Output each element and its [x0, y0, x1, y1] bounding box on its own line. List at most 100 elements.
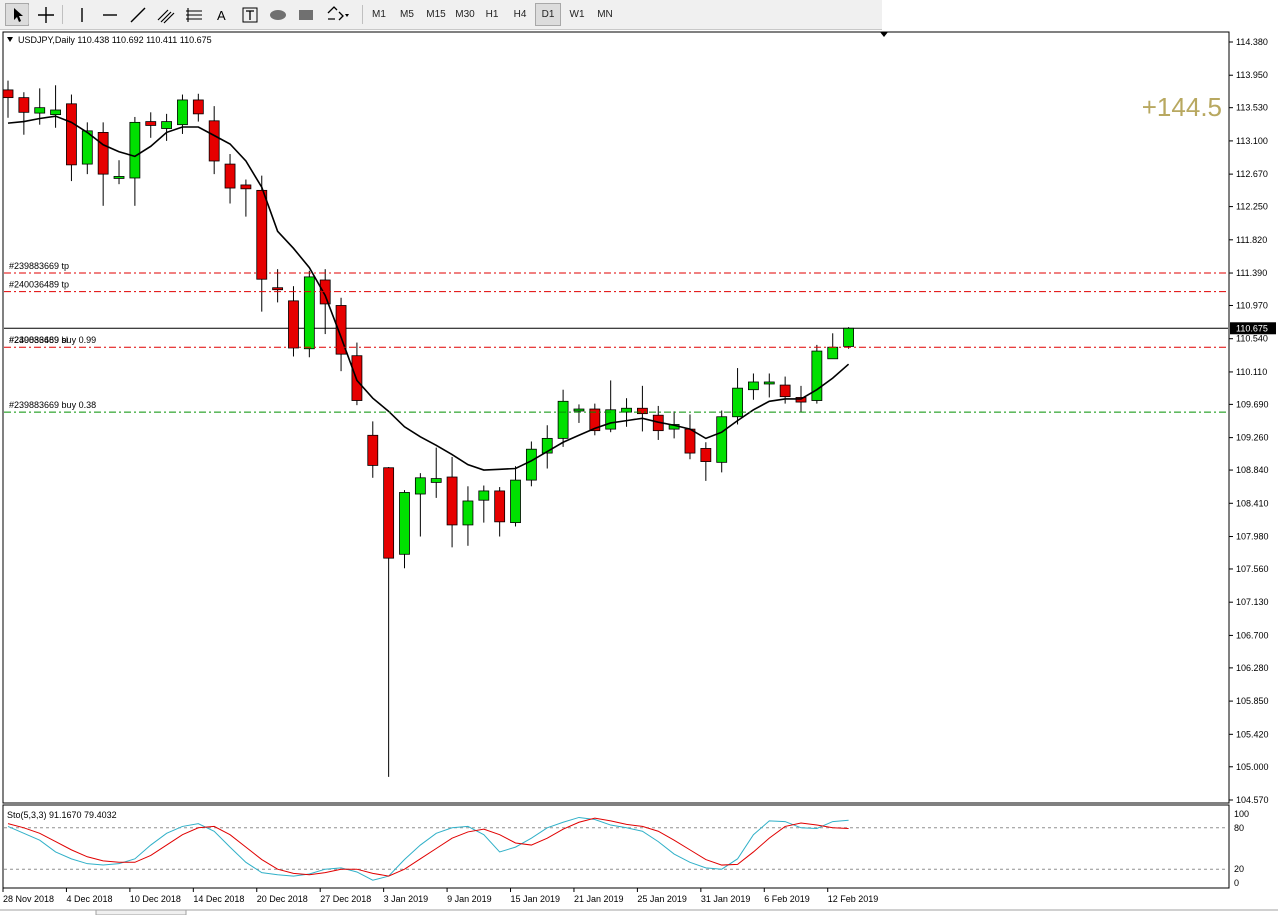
- candle: [335, 297, 347, 372]
- candle: [240, 179, 252, 217]
- horizontal-line-tool-button[interactable]: [98, 3, 122, 26]
- candle: [113, 160, 125, 185]
- chart-symbol-header: USDJPY,Daily 110.438 110.692 110.411 110…: [18, 35, 212, 45]
- text-label-tool-button[interactable]: [238, 3, 262, 26]
- horizontal-line-icon: [103, 13, 117, 16]
- candle-body: [525, 448, 537, 481]
- timeframe-w1-button[interactable]: W1: [569, 9, 585, 20]
- arrow-shapes-tool-button[interactable]: [324, 3, 354, 26]
- stochastic-plot: 100 80 20 0: [4, 809, 1249, 888]
- candle: [494, 487, 506, 537]
- stochastic-signal-line: [7, 817, 849, 877]
- timeframe-d1-button[interactable]: D1: [535, 3, 561, 26]
- cursor-tool-button[interactable]: [5, 3, 29, 26]
- price-tick-label: 113.950: [1236, 70, 1268, 80]
- timeframe-mn-button[interactable]: MN: [597, 9, 613, 20]
- price-tick-label: 105.420: [1236, 729, 1269, 739]
- stochastic-tick-label: 0: [1234, 878, 1239, 888]
- candle-body: [478, 490, 490, 501]
- profit-label: +144.5: [1142, 92, 1222, 122]
- candle: [462, 486, 474, 546]
- toolbar-separator: [62, 5, 63, 24]
- price-tick-label: 109.260: [1236, 433, 1269, 443]
- chart-tab[interactable]: [95, 909, 187, 915]
- candle-body: [843, 327, 854, 347]
- candle-body: [811, 350, 823, 401]
- timeframe-m15-button[interactable]: M15: [426, 9, 446, 20]
- toolbar-spacer: [882, 0, 1278, 30]
- toolbar-separator: [362, 5, 363, 24]
- candle-body: [129, 121, 141, 179]
- timeframe-m1-button[interactable]: M1: [372, 9, 386, 20]
- price-tick-label: 110.540: [1236, 334, 1268, 344]
- cursor-icon: [14, 7, 23, 22]
- collapse-triangle-icon[interactable]: [7, 37, 13, 42]
- timeframe-h4-button[interactable]: H4: [513, 9, 527, 20]
- fibonacci-channel-tool-button[interactable]: [154, 3, 178, 26]
- candle-body: [177, 99, 188, 126]
- candle-body: [414, 477, 426, 495]
- stochastic-tick-label: 80: [1234, 823, 1244, 833]
- candle: [637, 385, 648, 432]
- chart-area[interactable]: 114.380 113.950 113.530 113.100 112.670 112.2…: [0, 30, 1278, 915]
- timeframe-m5-button[interactable]: M5: [400, 9, 414, 20]
- price-tick-label: 112.670: [1236, 169, 1268, 179]
- candle-body: [383, 467, 395, 559]
- ellipse-tool-button[interactable]: [266, 3, 290, 26]
- candle-body: [335, 305, 347, 355]
- candle-body: [557, 400, 569, 439]
- candle-body: [637, 407, 648, 415]
- bottom-tab-strip: [0, 909, 1278, 915]
- trendline-icon: [130, 7, 146, 22]
- rectangle-tool-button[interactable]: [294, 3, 318, 26]
- candle: [446, 456, 458, 548]
- fibonacci-channel-icon: [157, 9, 175, 23]
- candle: [81, 122, 93, 175]
- candle-body: [399, 492, 410, 555]
- candle-body: [605, 409, 617, 430]
- time-tick-label: 6 Feb 2019: [764, 894, 810, 904]
- candle: [97, 122, 109, 206]
- price-tick-label: 108.840: [1236, 465, 1269, 475]
- timeframe-m30-button[interactable]: M30: [455, 9, 475, 20]
- text-tool-button[interactable]: A: [210, 3, 234, 26]
- candle-body: [240, 184, 252, 190]
- trendline-tool-button[interactable]: [126, 3, 150, 26]
- candle: [573, 404, 585, 423]
- candle: [256, 175, 268, 312]
- candle-body: [113, 176, 125, 179]
- time-tick-label: 12 Feb 2019: [828, 894, 879, 904]
- time-tick-label: 28 Nov 2018: [3, 894, 54, 904]
- vertical-line-tool-button[interactable]: [70, 3, 94, 26]
- candle-body: [224, 163, 236, 189]
- candle-body: [462, 500, 474, 526]
- candle-body: [494, 490, 506, 523]
- candle-body: [2, 89, 14, 99]
- chart-shift-marker-icon[interactable]: [880, 32, 888, 37]
- stochastic-main-line: [7, 816, 849, 881]
- candle: [161, 113, 173, 141]
- candle: [272, 269, 284, 303]
- fibonacci-fan-icon: [186, 7, 202, 22]
- price-tick-label: 106.280: [1236, 663, 1269, 673]
- candle-body: [161, 121, 173, 129]
- candle-body: [81, 130, 93, 165]
- candle-body: [827, 346, 839, 360]
- time-tick-label: 25 Jan 2019: [637, 894, 687, 904]
- time-tick-label: 20 Dec 2018: [257, 894, 308, 904]
- fibonacci-fan-tool-button[interactable]: [182, 3, 206, 26]
- candle-body: [18, 97, 30, 113]
- main-plot: [2, 80, 1228, 777]
- candle: [763, 373, 775, 398]
- indicator-border: [2, 804, 1230, 889]
- candle: [589, 403, 601, 436]
- svg-text:A: A: [217, 8, 226, 23]
- crosshair-tool-button[interactable]: [34, 3, 58, 26]
- timeframe-h1-button[interactable]: H1: [485, 9, 499, 20]
- candle: [66, 94, 77, 182]
- rectangle-icon: [299, 9, 313, 20]
- main-chart-border: [2, 31, 1230, 804]
- candle: [288, 286, 299, 357]
- stochastic-header: Sto(5,3,3) 91.1670 79.4032: [7, 810, 117, 820]
- chart-background: [0, 30, 1278, 915]
